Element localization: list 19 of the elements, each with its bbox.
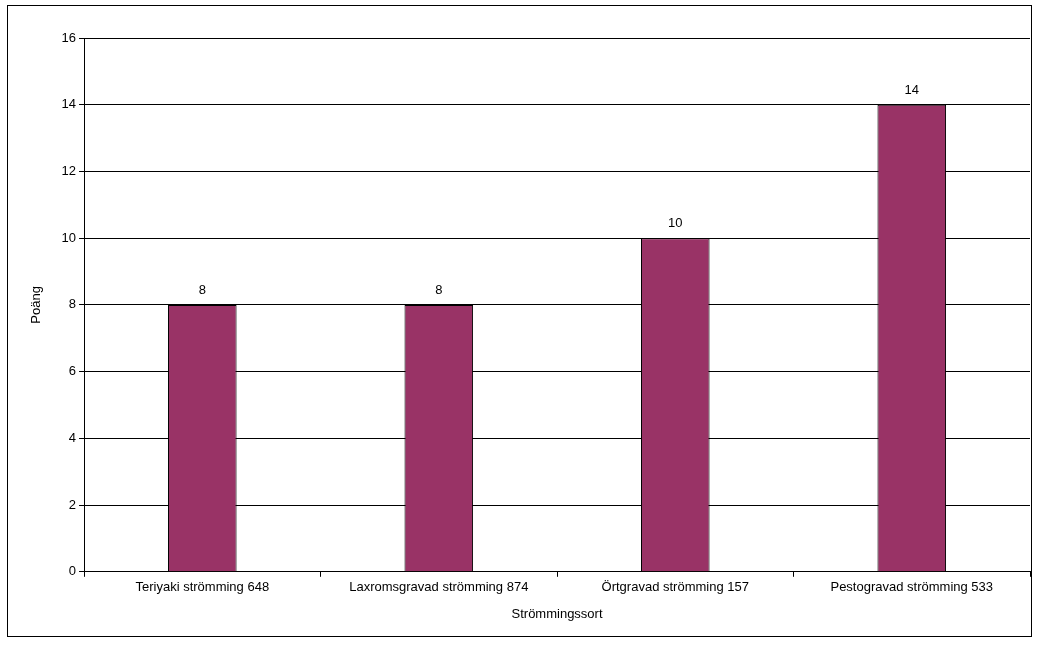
x-tick-label: Laxromsgravad strömming 874 bbox=[349, 579, 529, 595]
y-tick-label: 12 bbox=[61, 163, 77, 179]
x-tick-label: Teriyaki strömming 648 bbox=[135, 579, 270, 595]
y-tick-label: 2 bbox=[68, 496, 77, 512]
data-label: 8 bbox=[198, 281, 206, 297]
y-axis-title: Poäng bbox=[28, 286, 44, 324]
data-label: 14 bbox=[904, 81, 919, 97]
y-tick-label: 0 bbox=[68, 563, 77, 579]
x-axis-title: Strömmingssort bbox=[511, 605, 603, 621]
data-label: 10 bbox=[668, 215, 683, 231]
x-tick-label: Örtgravad strömming 157 bbox=[601, 579, 749, 595]
y-tick-label: 14 bbox=[61, 96, 77, 112]
y-tick-label: 8 bbox=[68, 296, 77, 312]
y-tick-label: 6 bbox=[68, 363, 77, 379]
y-tick-label: 10 bbox=[61, 229, 77, 245]
y-tick-label: 16 bbox=[61, 29, 77, 45]
y-tick-label: 4 bbox=[68, 429, 77, 445]
data-label: 8 bbox=[435, 281, 443, 297]
x-tick-label: Pestogravad strömming 533 bbox=[830, 579, 994, 595]
